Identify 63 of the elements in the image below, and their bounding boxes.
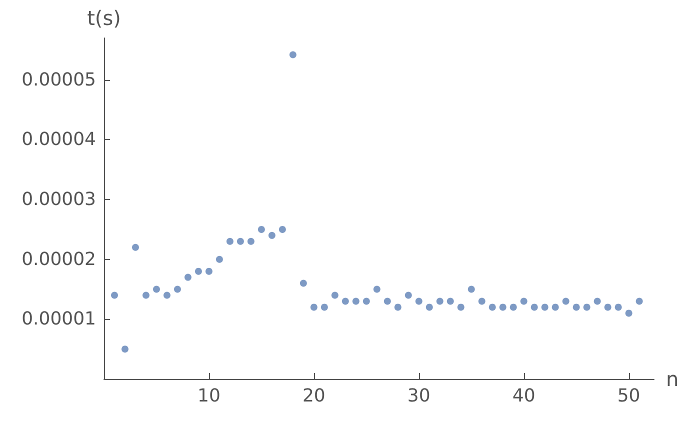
point [174,286,181,293]
point [289,51,296,58]
point [278,226,286,233]
point [111,292,118,299]
point [426,304,433,311]
point [268,232,276,239]
point [468,286,475,293]
point [362,298,370,305]
point [625,310,632,317]
point [132,244,139,251]
point [205,268,212,275]
point [604,304,612,311]
point [310,304,318,311]
point [583,304,590,311]
point [415,298,422,305]
point [499,304,506,311]
point [373,286,380,293]
point [636,298,643,305]
point [552,304,559,311]
point [384,298,391,305]
point [342,298,349,305]
point [594,298,601,305]
point [572,304,580,311]
point [446,298,454,305]
point [352,298,360,305]
point [404,292,412,299]
x-tick-label: 40 [512,386,536,406]
point [152,286,160,293]
point [331,292,338,299]
point [510,304,517,311]
point [247,238,254,245]
point [530,304,538,311]
point [258,226,265,233]
point [562,298,570,305]
point [216,256,223,263]
point [614,304,622,311]
y-tick-label: 0.00004 [22,129,96,150]
point [300,280,307,287]
point [142,292,150,299]
point [163,292,170,299]
point [394,304,402,311]
point [122,346,128,353]
point [541,304,548,311]
y-tick-label: 0.00002 [22,248,96,270]
point [436,298,444,305]
point [194,268,202,275]
x-axis-title: n [666,367,679,391]
point [520,298,528,305]
point [488,304,496,311]
point [478,298,486,305]
x-tick-label: 20 [302,386,326,406]
y-tick-label: 0.00005 [22,69,96,90]
point [457,304,464,311]
y-tick-label: 0.00001 [22,308,96,330]
x-tick-label: 30 [407,386,430,406]
x-tick-label: 50 [617,386,640,406]
y-axis-title: t(s) [87,6,121,30]
x-tick-label: 10 [198,386,220,406]
y-tick-label: 0.00003 [22,189,96,210]
point [236,238,244,245]
point [320,304,328,311]
point [226,238,234,245]
point [184,274,192,281]
